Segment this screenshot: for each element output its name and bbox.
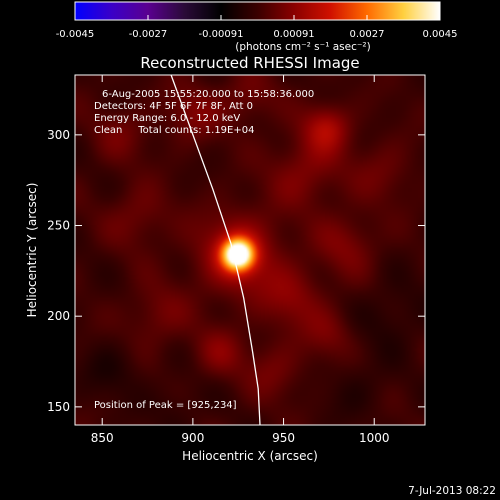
x-tick-label: 950 [272, 431, 295, 445]
colorbar-tick-label: 0.00091 [273, 29, 314, 40]
x-tick-label: 900 [181, 431, 204, 445]
annotation-detectors: Detectors: 4F 5F 6F 7F 8F, Att 0 [94, 101, 253, 112]
colorbar [74, 1, 441, 21]
heatmap-image [75, 75, 425, 425]
y-tick-label: 300 [47, 128, 70, 142]
x-tick-label: 1000 [359, 431, 390, 445]
colorbar-tick-label: -0.0045 [56, 29, 95, 40]
plot-frame [74, 74, 426, 426]
y-tick-label: 150 [47, 400, 70, 414]
annotation-clean-counts: Clean Total counts: 1.19E+04 [94, 125, 254, 136]
colorbar-tick-label: -0.00091 [199, 29, 244, 40]
colorbar-unit-label: (photons cm⁻² s⁻¹ asec⁻²) [235, 41, 370, 53]
y-tick-label: 250 [47, 219, 70, 233]
x-tick-label: 850 [91, 431, 114, 445]
y-axis-label: Heliocentric Y (arcsec) [25, 183, 39, 318]
annotation-energy-range: Energy Range: 6.0 - 12.0 keV [94, 113, 240, 124]
chart-title: Reconstructed RHESSI Image [140, 54, 359, 72]
colorbar-tick-label: 0.0027 [350, 29, 385, 40]
annotation-peak-position: Position of Peak = [925,234] [94, 400, 237, 411]
x-axis-label: Heliocentric X (arcsec) [182, 449, 318, 463]
colorbar-tick-label: -0.0027 [129, 29, 168, 40]
annotation-time-range: 6-Aug-2005 15:55:20.000 to 15:58:36.000 [102, 89, 314, 100]
footer-timestamp: 7-Jul-2013 08:22 [408, 485, 496, 497]
axis-ticks: 850 900 950 1000 150 200 250 300 [47, 75, 425, 445]
colorbar-ticks: -0.0045 -0.0027 -0.00091 0.00091 0.0027 0.004… [56, 15, 458, 40]
colorbar-tick-label: 0.0045 [423, 29, 458, 40]
y-tick-label: 200 [47, 309, 70, 323]
solar-limb-line [170, 75, 261, 425]
